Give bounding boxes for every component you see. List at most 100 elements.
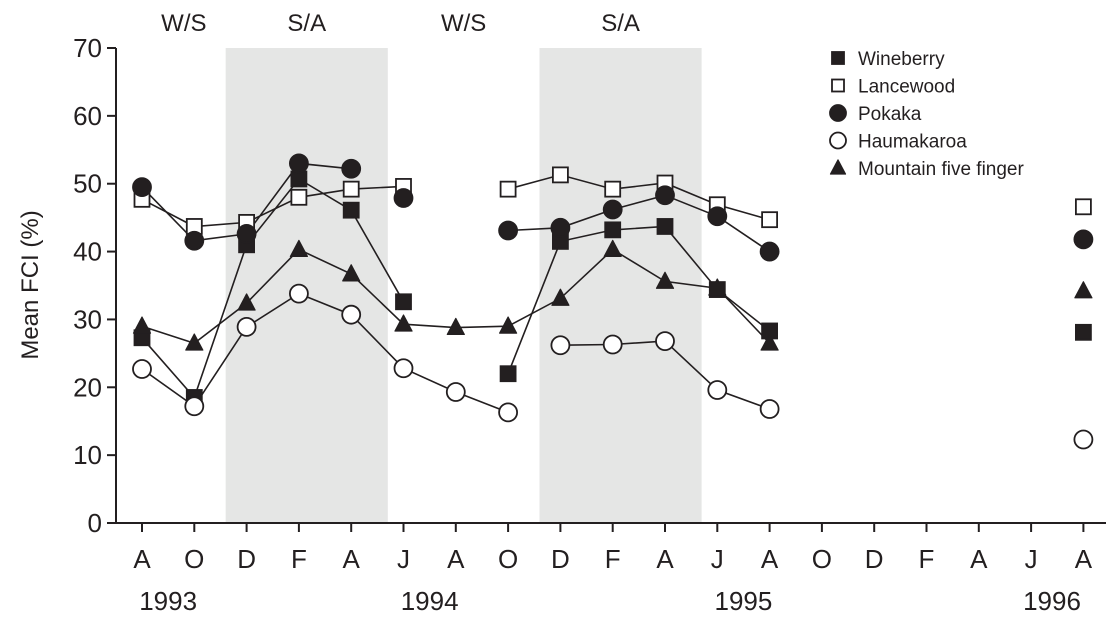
x-tick-label-7: O bbox=[498, 544, 518, 574]
point-haumakaroa-0-7 bbox=[498, 402, 519, 423]
series-line-lancewood-0 bbox=[141, 185, 404, 228]
point-pokaka-0-0 bbox=[132, 177, 152, 198]
x-tick-label-18: A bbox=[1075, 544, 1093, 574]
point-pokaka-1-0 bbox=[498, 220, 519, 241]
point-haumakaroa-1-3 bbox=[707, 380, 728, 400]
point-mountain-five-finger-0-11 bbox=[708, 278, 727, 296]
point-pokaka-0-2 bbox=[236, 224, 257, 244]
year-label-1995: 1995 bbox=[715, 586, 773, 616]
point-haumakaroa-0-3 bbox=[288, 283, 309, 304]
season-label-2: W/S bbox=[441, 10, 486, 37]
season-label-0: W/S bbox=[161, 10, 206, 37]
year-label-1994: 1994 bbox=[401, 586, 459, 616]
legend-label-haumakaroa: Haumakaroa bbox=[858, 132, 967, 153]
point-mountain-five-finger-0-2 bbox=[237, 293, 256, 311]
point-haumakaroa-1-0 bbox=[550, 335, 571, 356]
point-haumakaroa-0-5 bbox=[393, 358, 414, 379]
x-tick-label-16: A bbox=[970, 544, 988, 574]
legend-label-lancewood: Lancewood bbox=[858, 77, 955, 98]
legend-marker-mountain-five-finger bbox=[829, 159, 847, 175]
point-mountain-five-finger-0-4 bbox=[342, 264, 361, 282]
y-tick-label-70: 70 bbox=[73, 33, 102, 63]
point-mountain-five-finger-0-3 bbox=[289, 239, 308, 258]
y-tick-label-0: 0 bbox=[88, 508, 102, 538]
point-mountain-five-finger-0-6 bbox=[446, 317, 465, 336]
point-pokaka-isolated-0 bbox=[393, 188, 414, 208]
point-haumakaroa-isolated-0 bbox=[1073, 429, 1094, 450]
y-tick-label-10: 10 bbox=[73, 440, 102, 470]
point-mountain-five-finger-0-7 bbox=[499, 316, 518, 334]
point-haumakaroa-0-1 bbox=[184, 396, 205, 417]
point-wineberry-1-0 bbox=[499, 365, 517, 383]
series-line-wineberry-0 bbox=[141, 177, 405, 400]
x-tick-label-10: A bbox=[656, 544, 674, 574]
point-wineberry-0-4 bbox=[342, 201, 360, 219]
point-lancewood-1-5 bbox=[761, 211, 778, 229]
point-lancewood-0-4 bbox=[342, 180, 360, 198]
point-pokaka-1-2 bbox=[602, 199, 623, 220]
x-tick-label-0: A bbox=[133, 544, 151, 574]
point-haumakaroa-0-6 bbox=[445, 382, 466, 402]
point-mountain-five-finger-0-5 bbox=[394, 314, 413, 332]
point-mountain-five-finger-0-10 bbox=[655, 271, 675, 289]
season-label-3: S/A bbox=[601, 10, 640, 37]
x-tick-label-4: A bbox=[343, 544, 361, 574]
point-wineberry-1-2 bbox=[604, 221, 622, 239]
x-tick-label-2: D bbox=[237, 544, 256, 574]
point-lancewood-1-0 bbox=[499, 180, 517, 198]
point-mountain-five-finger-0-1 bbox=[185, 333, 204, 351]
point-wineberry-isolated-0 bbox=[1075, 323, 1092, 341]
legend-marker-pokaka bbox=[829, 104, 847, 122]
x-tick-label-12: A bbox=[761, 544, 779, 574]
point-mountain-five-finger-0-0 bbox=[132, 316, 152, 334]
y-tick-label-40: 40 bbox=[73, 237, 102, 267]
point-haumakaroa-0-2 bbox=[236, 316, 257, 337]
point-pokaka-1-3 bbox=[655, 185, 675, 206]
x-tick-label-8: D bbox=[551, 544, 570, 574]
x-tick-label-11: J bbox=[711, 544, 724, 574]
point-mountain-five-finger-0-12 bbox=[760, 333, 779, 351]
point-wineberry-1-3 bbox=[656, 218, 674, 235]
y-tick-label-30: 30 bbox=[73, 304, 102, 334]
y-tick-label-20: 20 bbox=[73, 372, 102, 402]
legend-label-mountain-five-finger: Mountain five finger bbox=[858, 159, 1024, 180]
point-haumakaroa-1-2 bbox=[655, 331, 675, 352]
x-tick-label-1: O bbox=[184, 544, 204, 574]
series-line-lancewood-1 bbox=[507, 174, 770, 221]
point-wineberry-0-5 bbox=[395, 293, 412, 311]
x-tick-label-3: F bbox=[291, 544, 307, 574]
x-tick-label-9: F bbox=[605, 544, 621, 574]
point-pokaka-isolated-1 bbox=[1073, 229, 1094, 250]
point-mountain-five-finger-0-8 bbox=[551, 288, 570, 306]
x-tick-label-6: A bbox=[447, 544, 465, 574]
year-label-1993: 1993 bbox=[139, 586, 197, 616]
x-tick-label-14: D bbox=[865, 544, 884, 574]
season-band-3 bbox=[539, 48, 702, 523]
y-axis-title: Mean FCI (%) bbox=[17, 210, 44, 359]
x-tick-label-15: F bbox=[919, 544, 935, 574]
y-tick-label-60: 60 bbox=[73, 101, 102, 131]
point-mountain-five-finger-isolated-0 bbox=[1074, 281, 1093, 299]
point-pokaka-0-1 bbox=[184, 230, 205, 251]
x-tick-label-5: J bbox=[397, 544, 410, 574]
point-pokaka-0-4 bbox=[341, 158, 362, 179]
point-haumakaroa-1-1 bbox=[602, 334, 623, 355]
season-label-1: S/A bbox=[287, 10, 326, 37]
legend-marker-lancewood bbox=[831, 78, 845, 93]
x-tick-label-13: O bbox=[812, 544, 832, 574]
year-label-1996: 1996 bbox=[1023, 586, 1081, 616]
legend-marker-haumakaroa bbox=[829, 131, 847, 150]
point-haumakaroa-0-4 bbox=[341, 304, 362, 325]
point-haumakaroa-1-4 bbox=[759, 399, 780, 419]
point-lancewood-0-3 bbox=[290, 188, 308, 206]
point-pokaka-1-4 bbox=[707, 206, 728, 227]
legend-label-wineberry: Wineberry bbox=[858, 49, 945, 70]
legend-label-pokaka: Pokaka bbox=[858, 104, 922, 125]
x-tick-label-17: J bbox=[1025, 544, 1038, 574]
point-lancewood-isolated-0 bbox=[1075, 198, 1092, 216]
point-pokaka-1-1 bbox=[550, 217, 571, 238]
point-mountain-five-finger-0-9 bbox=[603, 239, 622, 258]
point-pokaka-1-5 bbox=[759, 241, 780, 262]
y-tick-label-50: 50 bbox=[73, 169, 102, 199]
